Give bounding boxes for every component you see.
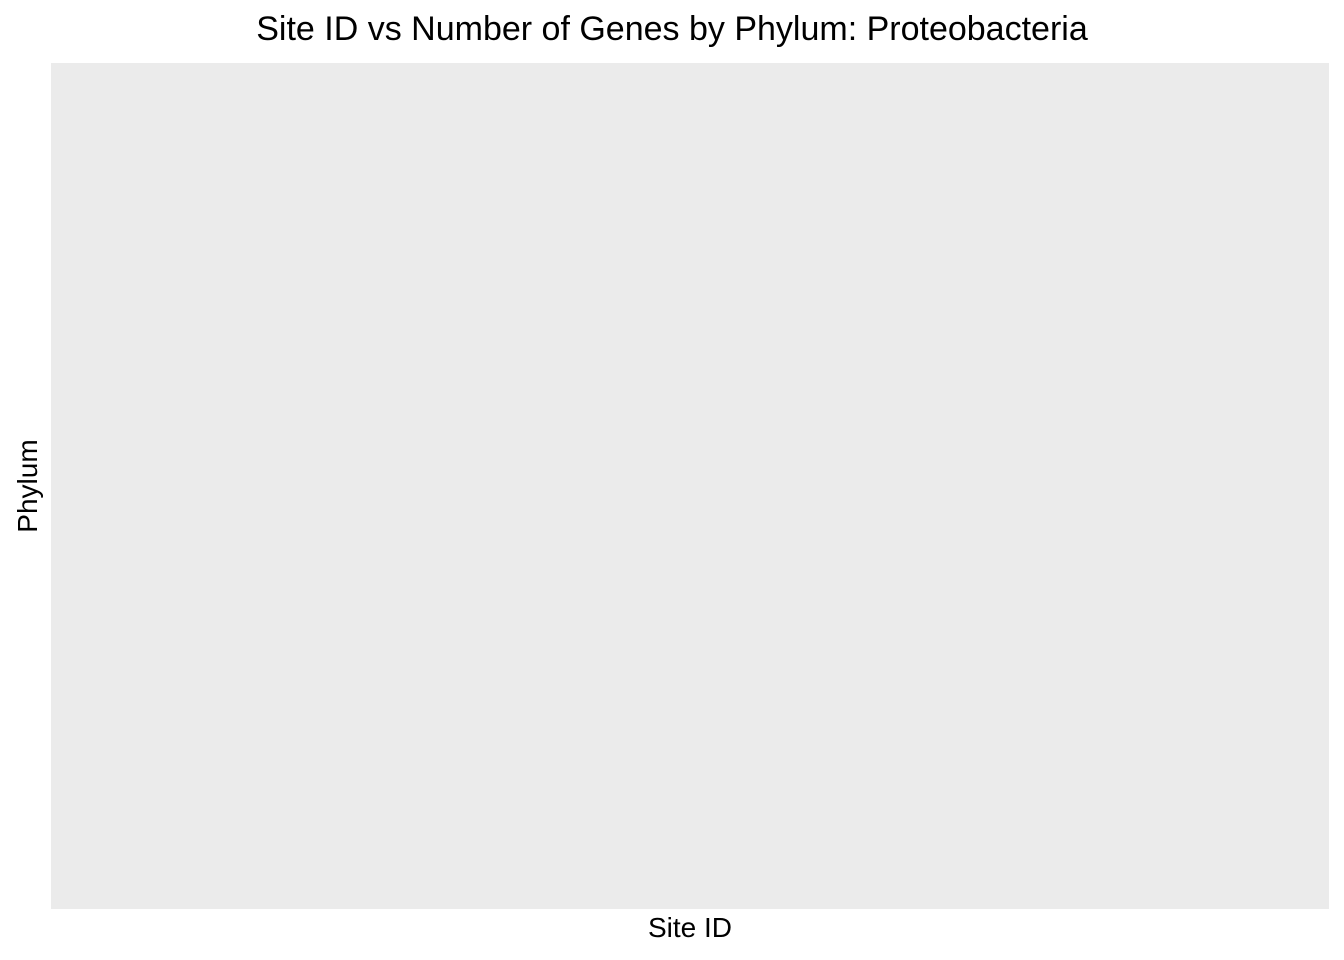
y-axis-label: Phylum	[12, 439, 43, 533]
x-axis-label: Site ID	[647, 912, 733, 943]
chart-title: Site ID vs Number of Genes by Phylum: Pr…	[256, 10, 1088, 48]
plot-area	[51, 63, 1329, 909]
plot-panel	[51, 63, 1329, 909]
